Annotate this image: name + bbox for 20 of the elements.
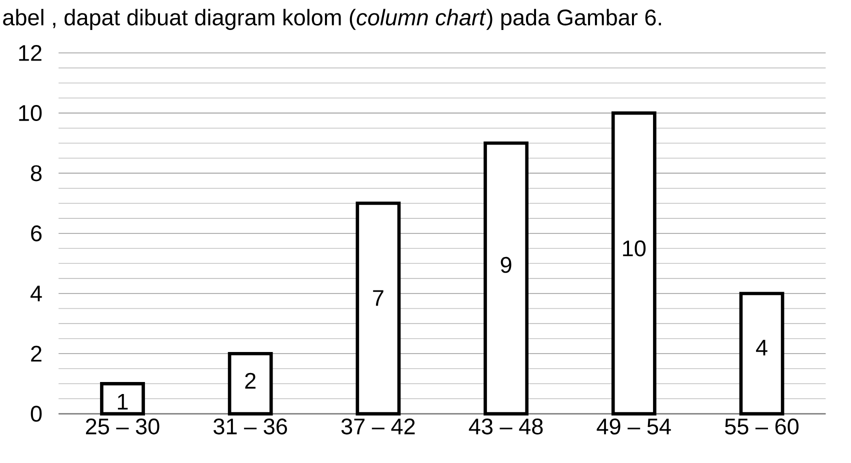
y-tick-label: 12 [19, 45, 42, 61]
x-tick-label: 25 – 30 [86, 418, 160, 435]
data-label: 4 [756, 340, 768, 356]
data-label: 7 [373, 290, 384, 306]
y-tick-label: 10 [19, 105, 42, 122]
x-tick-label: 43 – 48 [468, 418, 543, 435]
x-tick-label: 31 – 36 [214, 418, 287, 435]
data-label: 9 [500, 256, 512, 273]
data-label: 10 [623, 240, 646, 256]
text: abel , dapat dibuat diagram kolom (column chart) pada Gambar 6. [3, 8, 661, 30]
x-tick-label: 55 – 60 [724, 418, 799, 435]
y-tick-label: 8 [30, 165, 42, 182]
data-label: 2 [245, 372, 256, 389]
x-tick-label: 49 – 54 [596, 418, 671, 435]
y-tick-label: 6 [31, 225, 42, 242]
data-label: 1 [118, 394, 128, 410]
y-tick-label: 0 [30, 406, 42, 422]
x-tick-label: 37 – 42 [341, 418, 415, 435]
y-tick-label: 2 [31, 346, 42, 362]
y-tick-label: 4 [30, 286, 42, 302]
